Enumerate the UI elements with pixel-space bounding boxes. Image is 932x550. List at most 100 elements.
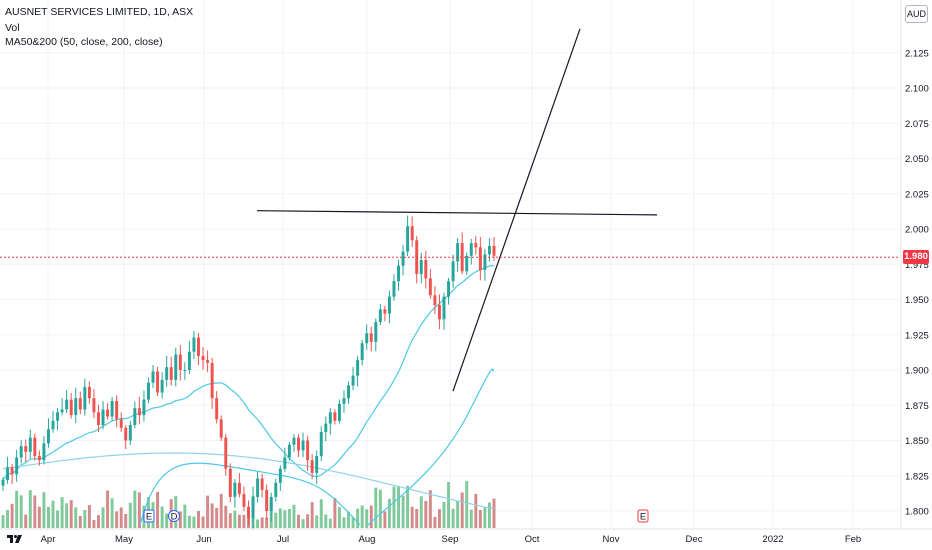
volume-bar	[19, 495, 23, 528]
volume-bar	[160, 506, 164, 528]
volume-bar	[69, 500, 73, 528]
x-tick-label: Aug	[359, 534, 376, 545]
candle-body	[37, 456, 41, 461]
volume-bar	[37, 506, 41, 528]
volume-bar	[56, 510, 60, 528]
candle-body	[228, 468, 232, 497]
volume-bar	[347, 511, 350, 528]
volume-bar	[60, 497, 64, 528]
candle-body	[406, 226, 410, 252]
candle-body	[156, 371, 160, 393]
candle-body	[365, 333, 369, 344]
volume-bar	[465, 480, 469, 528]
y-tick-label: 2.025	[905, 189, 929, 200]
volume-bar	[315, 515, 319, 528]
candle-body	[356, 360, 360, 376]
event-marker[interactable]: E	[637, 509, 649, 523]
candle-body	[160, 379, 164, 393]
volume-bar	[287, 508, 291, 528]
candle-body	[260, 478, 264, 490]
volume-bar	[224, 505, 228, 528]
candle-body	[133, 408, 137, 425]
candle-body	[283, 457, 287, 469]
time-axis[interactable]: Apr May Jun Jul Aug Sep Oct Nov Dec 2022 Feb	[41, 534, 862, 545]
symbol-title[interactable]: AUSNET SERVICES LIMITED, 1D, ASX	[5, 6, 194, 18]
candle-body	[142, 399, 146, 416]
y-tick-label: 2.000	[905, 225, 929, 236]
candle-body	[360, 343, 364, 361]
volume-bar	[215, 507, 219, 528]
volume-bar	[424, 500, 428, 528]
candle-body	[210, 362, 214, 399]
volume-bar	[133, 490, 137, 528]
volume-bar	[378, 489, 382, 528]
volume-bar	[74, 507, 78, 528]
volume-bar	[433, 516, 437, 528]
volume-bar	[156, 491, 160, 528]
candle-body	[465, 255, 469, 272]
volume-bar	[192, 516, 196, 528]
y-tick-label: 1.925	[905, 330, 929, 341]
candle-body	[278, 468, 282, 483]
candle-body	[115, 401, 119, 420]
candle-body	[42, 443, 46, 461]
candle-body	[369, 333, 373, 342]
volume-bar	[383, 511, 387, 528]
event-marker[interactable]: D	[168, 510, 180, 523]
volume-bar	[92, 519, 96, 528]
volume-bar	[206, 495, 210, 528]
earnings-marker-icon	[143, 509, 155, 523]
candle-body	[256, 478, 260, 497]
volume-bar	[437, 509, 441, 528]
currency-badge[interactable]: AUD	[905, 5, 928, 23]
x-tick-label: Oct	[525, 534, 540, 545]
candle-body	[60, 409, 64, 413]
candle-body	[251, 496, 255, 519]
resistance-trendline[interactable]	[256, 210, 658, 216]
volume-indicator-label[interactable]: Vol	[5, 22, 20, 34]
volume-bar	[15, 490, 19, 528]
candle-body	[56, 412, 60, 421]
volume-bar	[333, 497, 337, 528]
candle-body	[274, 482, 278, 497]
volume-bar	[324, 514, 328, 528]
candle-body	[51, 420, 55, 430]
candle-body	[69, 399, 73, 416]
candle-body	[387, 296, 391, 314]
volume-bar	[260, 517, 264, 528]
tradingview-logo-icon[interactable]	[6, 533, 24, 545]
volume-bar	[197, 510, 200, 528]
candle-body	[174, 354, 178, 380]
volume-bar	[492, 498, 496, 528]
volume-bar	[96, 515, 100, 528]
price-axis[interactable]: 2.125 2.100 2.075 2.050 2.025 2.000 1.975 1.950…	[905, 48, 929, 517]
volume-bar	[178, 511, 182, 528]
x-tick-label: Apr	[41, 534, 56, 545]
candle-body	[74, 398, 78, 416]
candle-body	[292, 437, 296, 445]
volume-bar	[115, 511, 119, 528]
candle-body	[183, 370, 187, 371]
volume-bar	[447, 482, 451, 528]
volume-bar	[78, 515, 82, 528]
volume-bar	[360, 505, 364, 528]
volume-bar	[456, 500, 460, 528]
ma-indicator-label[interactable]: MA50&200 (50, close, 200, close)	[5, 36, 163, 48]
candle-body	[424, 260, 428, 279]
candle-body	[242, 494, 246, 507]
candle-body	[437, 305, 441, 320]
event-marker[interactable]: E	[143, 509, 155, 523]
event-marker-label: D	[171, 512, 178, 523]
candle-body	[83, 386, 87, 410]
support-trendline[interactable]	[452, 28, 581, 392]
trend-lines[interactable]	[256, 28, 658, 392]
volume-bar	[469, 509, 473, 528]
candle-body	[333, 412, 337, 421]
volume-bar	[137, 492, 141, 528]
volume-bar	[237, 514, 241, 528]
candle-body	[451, 261, 455, 282]
candle-body	[297, 437, 300, 451]
volume-bar	[110, 498, 114, 528]
